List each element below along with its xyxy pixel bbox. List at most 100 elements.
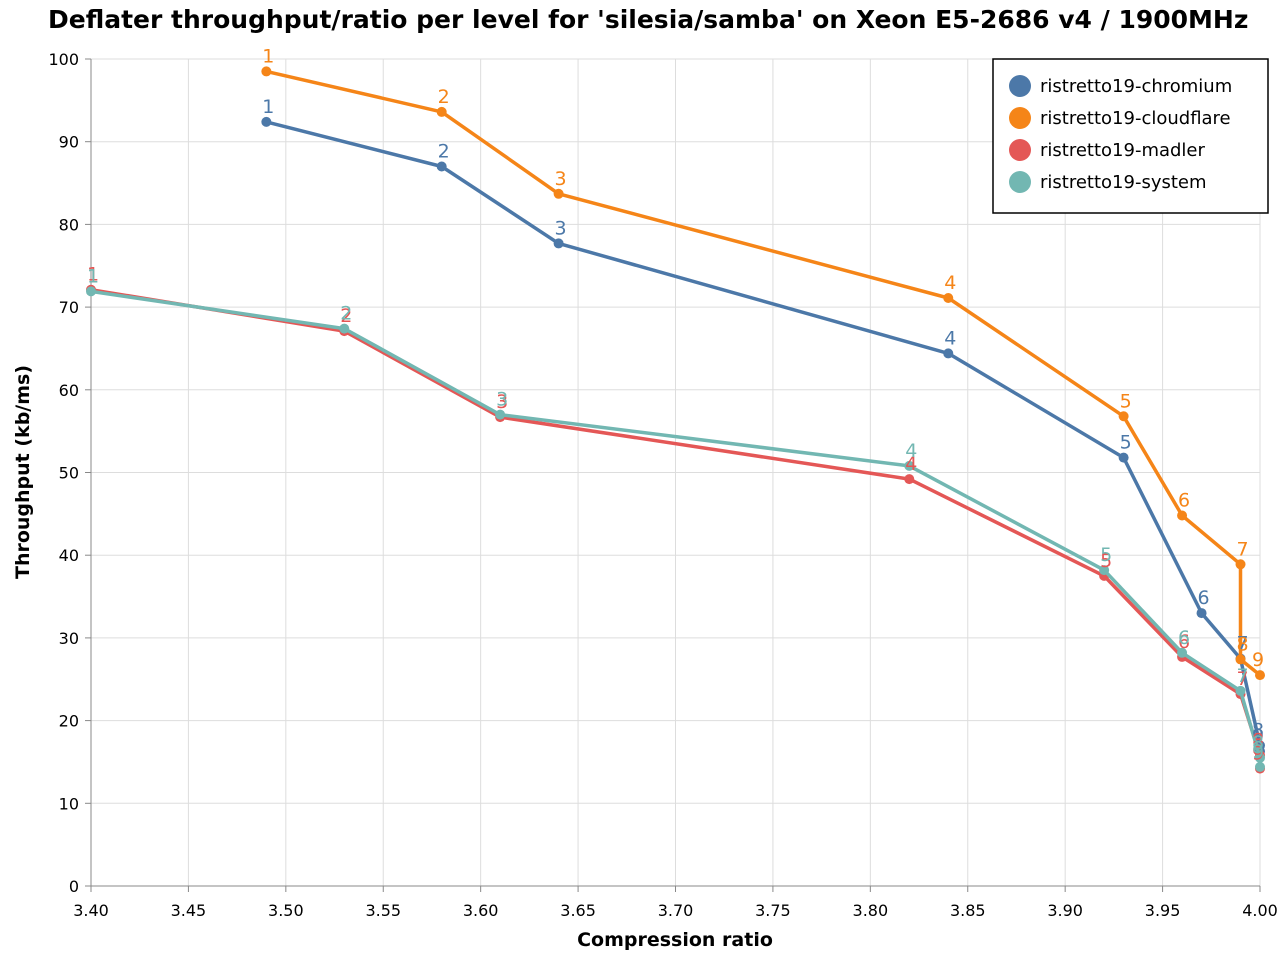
data-point [261, 66, 272, 77]
data-point [553, 238, 564, 249]
legend-label: ristretto19-chromium [1040, 76, 1232, 97]
data-point [1255, 752, 1265, 763]
level-label: 8 [1252, 719, 1264, 741]
y-tick-label: 90 [59, 133, 79, 152]
y-tick-label: 70 [59, 298, 79, 317]
legend-item: ristretto19-cloudflare [1009, 107, 1231, 129]
chart-title: Deflater throughput/ratio per level for … [48, 5, 1248, 34]
y-tick-label: 50 [59, 464, 79, 483]
level-label: 6 [1178, 490, 1190, 512]
x-tick-label: 3.95 [1145, 901, 1181, 920]
level-label: 4 [944, 272, 956, 294]
level-label: 3 [555, 217, 567, 239]
data-point [943, 348, 954, 359]
level-label: 5 [1120, 390, 1132, 412]
y-tick-label: 40 [59, 546, 79, 565]
data-point [904, 460, 915, 471]
series-ristretto19-cloudflare [261, 66, 1265, 681]
data-point [1255, 670, 1265, 681]
level-label: 4 [905, 440, 917, 462]
level-label: 6 [1178, 627, 1190, 649]
level-label: 2 [340, 305, 352, 327]
level-label: 2 [438, 86, 450, 108]
axes: 3.40 3.45 3.50 3.55 3.60 3.65 3.70 3.75 3.80 3.85… [48, 50, 1277, 920]
x-tick-label: 3.55 [365, 901, 401, 920]
legend-swatch [1009, 75, 1031, 97]
level-label: 8 [1236, 633, 1248, 655]
level-label: 9 [1252, 725, 1264, 747]
legend-swatch [1009, 107, 1031, 129]
level-label: 7 [1236, 665, 1248, 687]
data-point [943, 293, 954, 304]
level-label: 3 [555, 168, 567, 190]
data-point [1099, 565, 1110, 576]
legend-item: ristretto19-system [1009, 171, 1207, 193]
legend-swatch [1009, 171, 1031, 193]
data-point [1177, 510, 1188, 521]
y-tick-label: 20 [59, 712, 79, 731]
level-label: 5 [1100, 550, 1112, 572]
y-tick-label: 80 [59, 215, 79, 234]
x-axis-title: Compression ratio [577, 929, 773, 951]
x-tick-label: 3.90 [1047, 901, 1083, 920]
x-tick-label: 3.50 [268, 901, 304, 920]
y-axis-title: Throughput (kb/ms) [12, 365, 34, 579]
x-tick-label: 3.60 [463, 901, 499, 920]
data-point [1235, 685, 1246, 696]
data-point [1177, 647, 1188, 658]
x-tick-label: 3.75 [755, 901, 791, 920]
level-label: 8 [1252, 732, 1264, 754]
series-line [265, 120, 1262, 752]
legend-label: ristretto19-system [1040, 172, 1207, 193]
data-point [86, 286, 96, 297]
series-ristretto19-system [86, 286, 1265, 772]
legend: ristretto19-chromium ristretto19-cloudfla… [992, 58, 1269, 214]
level-label: 5 [1100, 544, 1112, 566]
level-label: 7 [1236, 633, 1248, 655]
legend-item: ristretto19-chromium [1009, 75, 1232, 97]
data-point [1118, 452, 1129, 463]
data-point [1255, 761, 1265, 772]
level-label: 9 [1252, 743, 1264, 765]
y-tick-label: 30 [59, 629, 79, 648]
legend-box [992, 58, 1269, 214]
y-tick-label: 60 [59, 381, 79, 400]
legend-item: ristretto19-madler [1009, 139, 1206, 161]
level-label: 7 [1236, 538, 1248, 560]
data-point [904, 474, 915, 485]
data-point [495, 409, 506, 420]
y-tick-label: 100 [48, 50, 79, 69]
y-tick-label: 0 [69, 877, 79, 896]
data-point [553, 188, 564, 199]
legend-label: ristretto19-madler [1040, 140, 1206, 161]
level-label: 8 [1252, 729, 1264, 751]
x-tick-label: 3.65 [560, 901, 596, 920]
level-label: 1 [262, 96, 274, 118]
level-label: 3 [496, 389, 508, 411]
data-point [1196, 608, 1207, 619]
level-label: 9 [1252, 649, 1264, 671]
x-tick-label: 4.00 [1242, 901, 1278, 920]
data-point [261, 116, 272, 127]
level-label: 2 [438, 141, 450, 163]
x-tick-label: 3.45 [171, 901, 207, 920]
y-tick-label: 10 [59, 794, 79, 813]
x-tick-label: 3.70 [658, 901, 694, 920]
level-label: 7 [1236, 668, 1248, 690]
x-tick-label: 3.40 [73, 901, 109, 920]
level-label: 4 [905, 453, 917, 475]
x-tick-label: 3.85 [950, 901, 986, 920]
level-label: 1 [87, 265, 99, 287]
legend-swatch [1009, 139, 1031, 161]
level-label: 5 [1120, 432, 1132, 454]
data-point [339, 323, 350, 334]
data-point [1235, 654, 1246, 665]
level-label: 1 [87, 264, 99, 286]
data-point [436, 106, 447, 117]
level-label: 1 [262, 45, 274, 67]
data-point [1118, 411, 1129, 422]
level-label: 6 [1178, 631, 1190, 653]
legend-label: ristretto19-cloudflare [1040, 108, 1231, 129]
